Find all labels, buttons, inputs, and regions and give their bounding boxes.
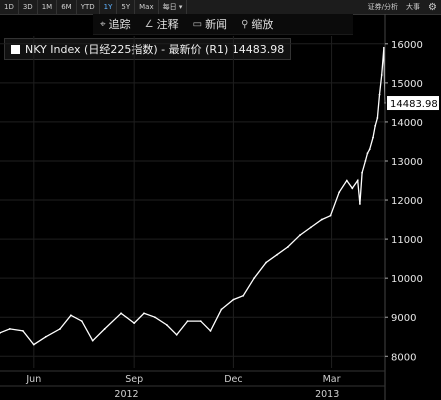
crosshair-icon: ⌖	[100, 18, 106, 30]
price-point	[265, 261, 268, 264]
last-value-label: 14483.98	[390, 99, 438, 110]
x-year-label: 2013	[315, 389, 339, 400]
y-tick-label: 16000	[391, 40, 423, 51]
price-point	[364, 160, 367, 162]
price-point	[220, 308, 223, 311]
price-point	[309, 226, 312, 229]
price-point	[80, 320, 83, 323]
zoom-button[interactable]: ⚲ 缩放	[234, 16, 280, 32]
price-point	[356, 179, 359, 182]
price-point	[69, 314, 72, 317]
zoom-icon: ⚲	[241, 18, 249, 30]
price-point	[133, 322, 136, 324]
last-value-tag	[387, 96, 439, 111]
price-point	[186, 320, 189, 323]
price-point	[153, 316, 156, 319]
price-point	[175, 333, 178, 336]
price-point	[376, 117, 379, 119]
chart-action-menu: ⌖ 追踪 ∠ 注释 ▭ 新闻 ⚲ 缩放	[93, 14, 353, 35]
range-tab-1[interactable]: 3D	[19, 0, 38, 14]
price-point	[287, 246, 289, 248]
price-point	[91, 339, 94, 342]
price-point	[299, 234, 301, 237]
price-point	[0, 331, 1, 334]
annotate-button[interactable]: ∠ 注释	[138, 16, 186, 32]
price-point	[8, 328, 11, 330]
price-point	[59, 328, 61, 330]
price-series-line	[0, 47, 386, 346]
x-tick-label: Sep	[125, 374, 143, 385]
annotate-icon: ∠	[144, 18, 154, 30]
price-point	[232, 298, 235, 301]
y-tick-label: 12000	[391, 196, 423, 207]
y-tick-label: 11000	[391, 235, 423, 246]
price-point	[143, 312, 145, 315]
price-point	[368, 148, 371, 151]
price-point	[242, 294, 245, 297]
range-tab-6[interactable]: 5Y	[117, 0, 136, 14]
price-point	[32, 343, 35, 346]
annotate-label: 注释	[156, 18, 179, 31]
price-point	[44, 335, 47, 338]
y-tick-label: 9000	[391, 313, 416, 324]
toolbar-util: 证券/分析 大事 ⚙	[364, 2, 441, 13]
track-button[interactable]: ⌖ 追踪	[93, 16, 138, 32]
track-label: 追踪	[108, 18, 131, 31]
price-point	[378, 93, 381, 96]
price-point	[374, 124, 377, 127]
range-tab-0[interactable]: 1D	[0, 0, 19, 14]
price-point	[103, 328, 106, 330]
price-point	[372, 136, 374, 139]
price-point	[199, 320, 202, 323]
news-icon: ▭	[192, 18, 203, 30]
price-point	[351, 187, 354, 190]
x-year-label: 2012	[114, 389, 138, 400]
price-point	[338, 191, 341, 194]
price-point	[383, 46, 385, 49]
y-tick-label: 13000	[391, 157, 423, 168]
x-tick-label: Mar	[323, 374, 341, 385]
y-tick-label: 14000	[391, 118, 423, 129]
y-tick-label: 8000	[391, 352, 416, 363]
y-tick-label: 10000	[391, 274, 423, 285]
range-tab-4[interactable]: YTD	[77, 0, 100, 14]
news-button[interactable]: ▭ 新闻	[186, 16, 234, 32]
price-point	[253, 277, 256, 280]
legend-label: NKY Index (日经225指数) - 最新价 (R1) 14483.98	[25, 43, 285, 56]
price-point	[165, 324, 168, 326]
y-tick-label: 15000	[391, 79, 423, 90]
util-item-events[interactable]: 大事	[406, 3, 421, 11]
range-tabs: 1D 3D 1M 6M YTD 1Y 5Y Max 每日 ▾	[0, 0, 188, 14]
price-point	[359, 203, 361, 205]
price-point	[366, 152, 369, 155]
price-point	[209, 329, 212, 332]
price-point	[361, 171, 363, 174]
price-point	[345, 179, 348, 182]
price-point	[380, 74, 383, 76]
x-tick-label: Dec	[224, 374, 242, 385]
range-tab-5[interactable]: 1Y	[100, 0, 118, 14]
price-point	[320, 218, 323, 221]
range-tab-3[interactable]: 6M	[57, 0, 77, 14]
price-point	[22, 329, 24, 332]
range-tab-7[interactable]: Max	[135, 0, 159, 14]
price-point	[329, 214, 332, 217]
util-item-analysis[interactable]: 证券/分析	[367, 3, 399, 11]
legend-swatch	[11, 44, 20, 54]
price-point	[276, 253, 278, 256]
gear-icon[interactable]: ⚙	[428, 1, 437, 13]
range-tab-2[interactable]: 1M	[38, 0, 58, 14]
zoom-label: 缩放	[251, 18, 274, 31]
range-tab-8[interactable]: 每日 ▾	[159, 0, 188, 14]
news-label: 新闻	[205, 18, 228, 31]
x-tick-label: Jun	[25, 374, 41, 385]
price-point	[120, 312, 122, 315]
